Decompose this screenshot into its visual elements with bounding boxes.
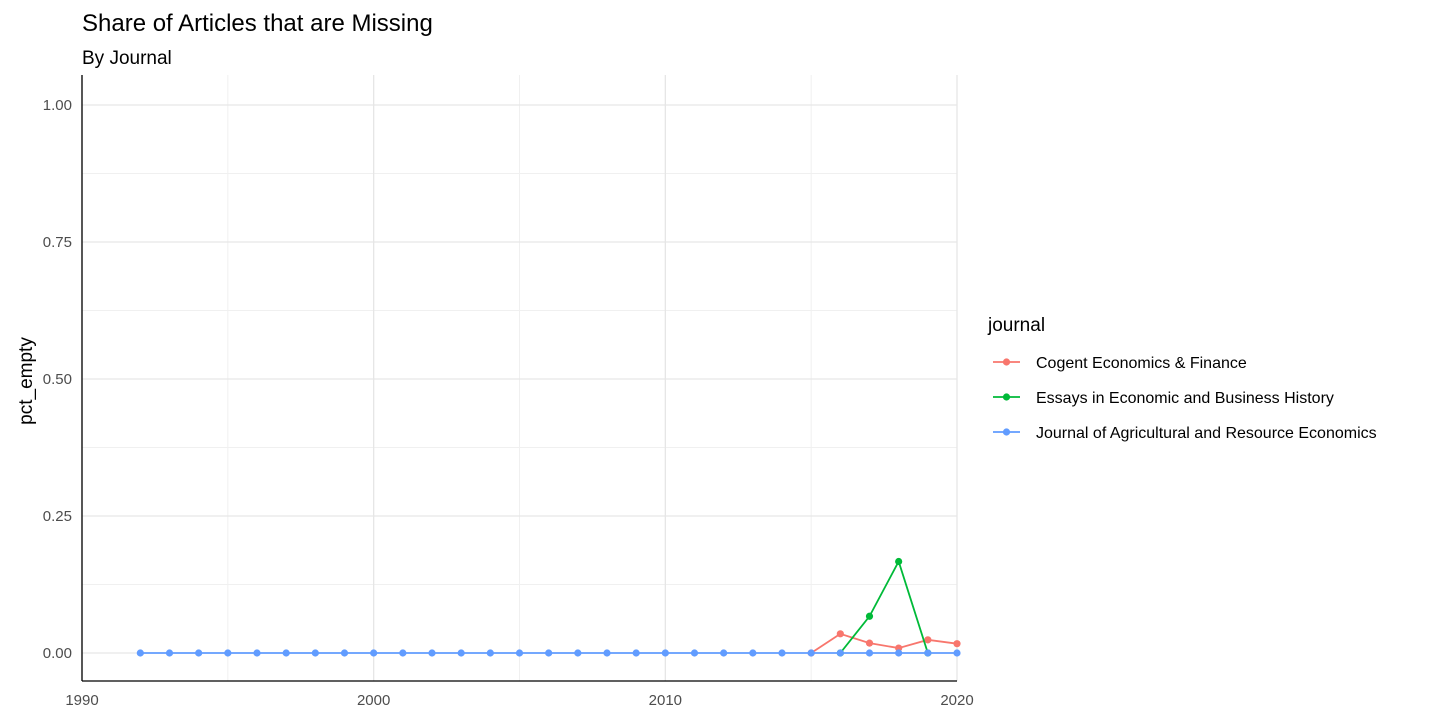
data-point-2 xyxy=(632,649,640,657)
y-tick-label: 0.50 xyxy=(43,371,72,388)
y-tick-label: 1.00 xyxy=(43,97,72,114)
data-point-2 xyxy=(690,649,699,657)
tick-labels: 0.00 0.25 0.50 0.75 1.00 1990 2000 2010 2020 xyxy=(43,97,974,709)
data-point-2 xyxy=(195,649,203,657)
y-tick-label: 0.75 xyxy=(43,234,72,251)
data-point-2 xyxy=(545,649,553,657)
data-point-2 xyxy=(749,649,757,657)
chart-title: Share of Articles that are Missing xyxy=(82,10,433,37)
data-point-2 xyxy=(895,649,903,657)
legend-title: journal xyxy=(987,315,1045,336)
data-point-2 xyxy=(924,649,932,657)
legend[interactable]: journal Cogent Economics & Finance Essays… xyxy=(987,315,1377,442)
data-point-2 xyxy=(282,649,290,657)
data-point-2 xyxy=(574,649,582,657)
series-line-1 xyxy=(839,559,929,654)
data-point-2 xyxy=(224,649,232,657)
axes xyxy=(81,75,957,682)
x-tick-label: 2020 xyxy=(940,692,973,709)
data-point-0 xyxy=(865,639,874,647)
data-point-0 xyxy=(836,630,844,638)
data-point-2 xyxy=(603,649,611,657)
legend-key-point-2 xyxy=(1002,428,1011,436)
data-point-2 xyxy=(399,649,407,657)
legend-key-point-1 xyxy=(1002,393,1011,401)
legend-label-1: Essays in Economic and Business History xyxy=(1036,390,1334,407)
data-point-0 xyxy=(953,640,961,648)
data-point-2 xyxy=(778,649,786,657)
data-point-2 xyxy=(428,649,436,657)
legend-key-point-0 xyxy=(1002,358,1011,366)
x-tick-label: 2000 xyxy=(357,692,390,709)
data-point-2 xyxy=(836,649,844,657)
data-point-0 xyxy=(895,644,903,652)
x-tick-label: 2010 xyxy=(649,692,682,709)
grid xyxy=(81,75,958,681)
data-point-2 xyxy=(457,649,465,657)
data-point-2 xyxy=(486,649,494,657)
series xyxy=(136,557,961,657)
series-line-0 xyxy=(810,632,958,654)
data-point-2 xyxy=(340,649,349,657)
data-point-2 xyxy=(720,649,728,657)
data-point-2 xyxy=(311,649,319,657)
x-tick-label: 1990 xyxy=(65,692,98,709)
chart-subtitle: By Journal xyxy=(82,48,172,69)
data-point-2 xyxy=(953,649,961,657)
data-point-2 xyxy=(253,649,261,657)
data-point-2 xyxy=(370,649,378,657)
legend-label-2: Journal of Agricultural and Resource Eco… xyxy=(1036,425,1377,442)
data-point-1 xyxy=(865,612,874,620)
data-point-2 xyxy=(515,649,524,657)
y-tick-label: 0.00 xyxy=(43,645,72,662)
data-point-2 xyxy=(165,649,174,657)
data-point-2 xyxy=(661,649,669,657)
data-point-2 xyxy=(865,649,874,657)
legend-label-0: Cogent Economics & Finance xyxy=(1036,355,1247,372)
data-point-2 xyxy=(136,649,144,657)
data-point-2 xyxy=(807,649,815,657)
y-tick-label: 0.25 xyxy=(43,508,72,525)
data-point-0 xyxy=(924,636,932,644)
y-axis-title: pct_empty xyxy=(16,337,37,425)
data-point-1 xyxy=(895,557,903,566)
